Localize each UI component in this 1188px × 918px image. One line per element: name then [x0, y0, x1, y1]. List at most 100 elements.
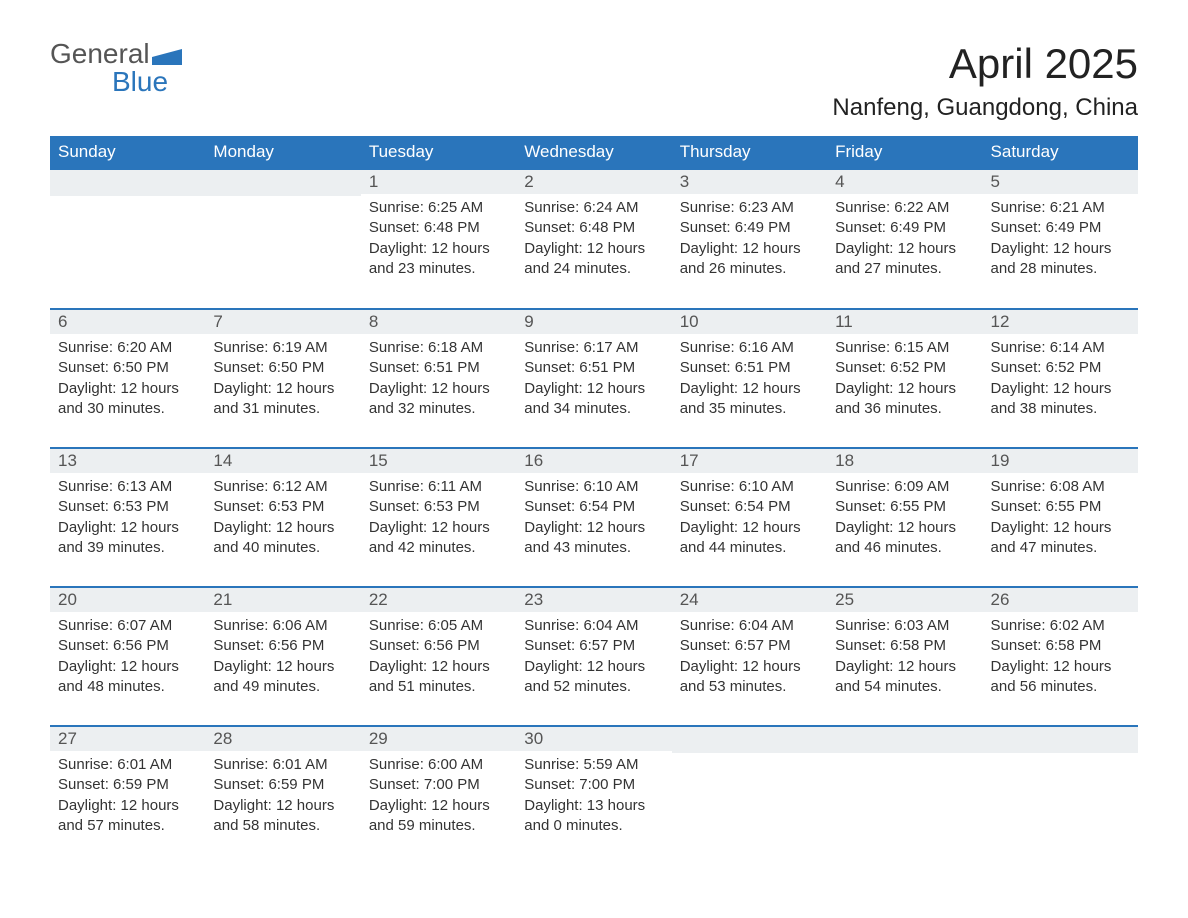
day-number: 18 — [827, 449, 982, 473]
day-content: Sunrise: 6:24 AMSunset: 6:48 PMDaylight:… — [516, 194, 671, 307]
day-number: 10 — [672, 310, 827, 334]
weekday-header: Friday — [827, 136, 982, 169]
logo-word1: General — [50, 40, 150, 68]
calendar-cell: 5Sunrise: 6:21 AMSunset: 6:49 PMDaylight… — [983, 169, 1138, 309]
calendar-cell: 22Sunrise: 6:05 AMSunset: 6:56 PMDayligh… — [361, 587, 516, 726]
header: General Blue April 2025 Nanfeng, Guangdo… — [50, 40, 1138, 132]
day-content: Sunrise: 6:18 AMSunset: 6:51 PMDaylight:… — [361, 334, 516, 447]
day-content: Sunrise: 6:10 AMSunset: 6:54 PMDaylight:… — [516, 473, 671, 586]
day-number: 2 — [516, 170, 671, 194]
day-number: 28 — [205, 727, 360, 751]
day-content: Sunrise: 6:01 AMSunset: 6:59 PMDaylight:… — [205, 751, 360, 864]
day-content: Sunrise: 6:01 AMSunset: 6:59 PMDaylight:… — [50, 751, 205, 864]
calendar-cell — [983, 726, 1138, 865]
day-content: Sunrise: 6:09 AMSunset: 6:55 PMDaylight:… — [827, 473, 982, 586]
day-number: 11 — [827, 310, 982, 334]
day-number: 21 — [205, 588, 360, 612]
day-content: Sunrise: 6:05 AMSunset: 6:56 PMDaylight:… — [361, 612, 516, 725]
day-number: 22 — [361, 588, 516, 612]
calendar-cell — [672, 726, 827, 865]
calendar-week-row: 6Sunrise: 6:20 AMSunset: 6:50 PMDaylight… — [50, 309, 1138, 448]
calendar-cell: 10Sunrise: 6:16 AMSunset: 6:51 PMDayligh… — [672, 309, 827, 448]
day-number: 27 — [50, 727, 205, 751]
day-content: Sunrise: 6:25 AMSunset: 6:48 PMDaylight:… — [361, 194, 516, 307]
day-number: 3 — [672, 170, 827, 194]
day-number — [50, 170, 205, 196]
calendar-cell: 11Sunrise: 6:15 AMSunset: 6:52 PMDayligh… — [827, 309, 982, 448]
calendar-cell: 20Sunrise: 6:07 AMSunset: 6:56 PMDayligh… — [50, 587, 205, 726]
calendar-cell: 18Sunrise: 6:09 AMSunset: 6:55 PMDayligh… — [827, 448, 982, 587]
weekday-header: Saturday — [983, 136, 1138, 169]
day-number — [205, 170, 360, 196]
weekday-header: Wednesday — [516, 136, 671, 169]
title-block: April 2025 Nanfeng, Guangdong, China — [832, 40, 1138, 132]
day-number: 24 — [672, 588, 827, 612]
calendar-cell — [205, 169, 360, 309]
day-number: 6 — [50, 310, 205, 334]
day-content: Sunrise: 6:02 AMSunset: 6:58 PMDaylight:… — [983, 612, 1138, 725]
day-number: 4 — [827, 170, 982, 194]
day-content: Sunrise: 6:22 AMSunset: 6:49 PMDaylight:… — [827, 194, 982, 307]
day-content: Sunrise: 6:15 AMSunset: 6:52 PMDaylight:… — [827, 334, 982, 447]
calendar-cell: 16Sunrise: 6:10 AMSunset: 6:54 PMDayligh… — [516, 448, 671, 587]
calendar-body: 1Sunrise: 6:25 AMSunset: 6:48 PMDaylight… — [50, 169, 1138, 865]
weekday-header: Tuesday — [361, 136, 516, 169]
day-content: Sunrise: 6:16 AMSunset: 6:51 PMDaylight:… — [672, 334, 827, 447]
day-content: Sunrise: 6:10 AMSunset: 6:54 PMDaylight:… — [672, 473, 827, 586]
day-number — [827, 727, 982, 753]
day-number: 7 — [205, 310, 360, 334]
day-content: Sunrise: 6:23 AMSunset: 6:49 PMDaylight:… — [672, 194, 827, 307]
day-number: 15 — [361, 449, 516, 473]
weekday-header: Thursday — [672, 136, 827, 169]
calendar-cell: 14Sunrise: 6:12 AMSunset: 6:53 PMDayligh… — [205, 448, 360, 587]
day-content — [50, 196, 205, 308]
calendar-cell: 28Sunrise: 6:01 AMSunset: 6:59 PMDayligh… — [205, 726, 360, 865]
day-number: 16 — [516, 449, 671, 473]
calendar-week-row: 27Sunrise: 6:01 AMSunset: 6:59 PMDayligh… — [50, 726, 1138, 865]
logo-word1-row: General — [50, 40, 182, 68]
calendar-cell: 17Sunrise: 6:10 AMSunset: 6:54 PMDayligh… — [672, 448, 827, 587]
day-number: 5 — [983, 170, 1138, 194]
day-content — [827, 753, 982, 865]
calendar-cell: 26Sunrise: 6:02 AMSunset: 6:58 PMDayligh… — [983, 587, 1138, 726]
logo: General Blue — [50, 40, 182, 96]
weekday-header: Monday — [205, 136, 360, 169]
calendar-week-row: 20Sunrise: 6:07 AMSunset: 6:56 PMDayligh… — [50, 587, 1138, 726]
calendar-cell — [827, 726, 982, 865]
day-number — [672, 727, 827, 753]
calendar-cell: 27Sunrise: 6:01 AMSunset: 6:59 PMDayligh… — [50, 726, 205, 865]
calendar-cell: 19Sunrise: 6:08 AMSunset: 6:55 PMDayligh… — [983, 448, 1138, 587]
day-content: Sunrise: 6:12 AMSunset: 6:53 PMDaylight:… — [205, 473, 360, 586]
calendar-cell — [50, 169, 205, 309]
calendar-cell: 6Sunrise: 6:20 AMSunset: 6:50 PMDaylight… — [50, 309, 205, 448]
day-number: 29 — [361, 727, 516, 751]
day-content: Sunrise: 6:19 AMSunset: 6:50 PMDaylight:… — [205, 334, 360, 447]
calendar-cell: 21Sunrise: 6:06 AMSunset: 6:56 PMDayligh… — [205, 587, 360, 726]
day-number: 20 — [50, 588, 205, 612]
calendar-cell: 30Sunrise: 5:59 AMSunset: 7:00 PMDayligh… — [516, 726, 671, 865]
weekday-header: Sunday — [50, 136, 205, 169]
day-number — [983, 727, 1138, 753]
calendar-week-row: 13Sunrise: 6:13 AMSunset: 6:53 PMDayligh… — [50, 448, 1138, 587]
day-content: Sunrise: 5:59 AMSunset: 7:00 PMDaylight:… — [516, 751, 671, 864]
calendar-cell: 2Sunrise: 6:24 AMSunset: 6:48 PMDaylight… — [516, 169, 671, 309]
logo-flag-icon — [152, 43, 182, 65]
day-content — [672, 753, 827, 865]
day-content: Sunrise: 6:17 AMSunset: 6:51 PMDaylight:… — [516, 334, 671, 447]
day-number: 30 — [516, 727, 671, 751]
calendar-table: SundayMondayTuesdayWednesdayThursdayFrid… — [50, 136, 1138, 865]
day-content: Sunrise: 6:08 AMSunset: 6:55 PMDaylight:… — [983, 473, 1138, 586]
day-content: Sunrise: 6:06 AMSunset: 6:56 PMDaylight:… — [205, 612, 360, 725]
day-content: Sunrise: 6:07 AMSunset: 6:56 PMDaylight:… — [50, 612, 205, 725]
day-number: 14 — [205, 449, 360, 473]
calendar-week-row: 1Sunrise: 6:25 AMSunset: 6:48 PMDaylight… — [50, 169, 1138, 309]
location-label: Nanfeng, Guangdong, China — [832, 94, 1138, 122]
calendar-cell: 12Sunrise: 6:14 AMSunset: 6:52 PMDayligh… — [983, 309, 1138, 448]
month-title: April 2025 — [832, 40, 1138, 88]
calendar-cell: 8Sunrise: 6:18 AMSunset: 6:51 PMDaylight… — [361, 309, 516, 448]
calendar-cell: 15Sunrise: 6:11 AMSunset: 6:53 PMDayligh… — [361, 448, 516, 587]
calendar-cell: 9Sunrise: 6:17 AMSunset: 6:51 PMDaylight… — [516, 309, 671, 448]
day-number: 23 — [516, 588, 671, 612]
day-content: Sunrise: 6:14 AMSunset: 6:52 PMDaylight:… — [983, 334, 1138, 447]
day-number: 26 — [983, 588, 1138, 612]
